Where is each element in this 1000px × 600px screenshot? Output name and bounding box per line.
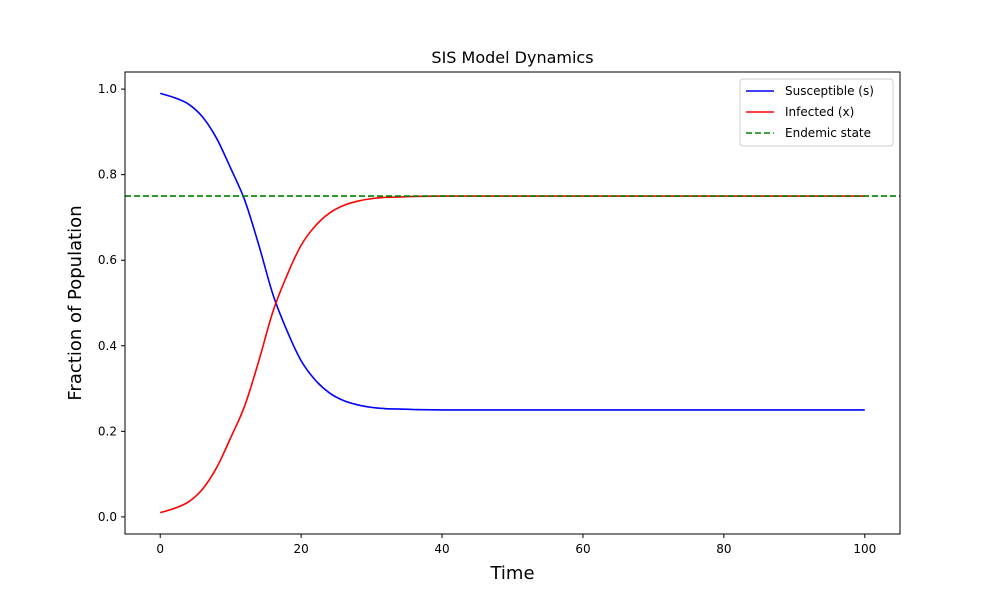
y-tick-label: 1.0 <box>98 82 117 96</box>
plot-frame <box>124 71 901 535</box>
ticks-layer: 0 20 40 60 80 100 0.0 0.2 0.4 0.6 0.8 1.0 <box>98 82 876 556</box>
legend-box <box>739 78 894 147</box>
chart-title: SIS Model Dynamics <box>431 48 593 67</box>
x-axis-title: Time <box>489 563 534 584</box>
series-line-0 <box>159 92 865 411</box>
x-tick-label: 60 <box>575 542 590 556</box>
series-line-1 <box>159 195 865 514</box>
y-tick-label: 0.4 <box>98 339 117 353</box>
y-tick-label: 0.8 <box>98 168 117 182</box>
x-tick-label: 80 <box>716 542 731 556</box>
y-axis-title: Fraction of Population <box>65 205 86 400</box>
x-tick-label: 40 <box>434 542 449 556</box>
x-tick-label: 100 <box>853 542 876 556</box>
y-tick-label: 0.6 <box>98 253 117 267</box>
y-tick-label: 0.0 <box>98 510 117 524</box>
x-tick-label: 0 <box>156 542 164 556</box>
legend-label-1: Infected (x) <box>785 105 854 119</box>
legend: Susceptible (s) Infected (x) Endemic state <box>739 78 894 147</box>
y-tick-label: 0.2 <box>98 424 117 438</box>
legend-label-0: Susceptible (s) <box>785 84 874 98</box>
x-tick-label: 20 <box>293 542 308 556</box>
series-layer <box>125 92 900 514</box>
legend-label-2: Endemic state <box>785 126 871 140</box>
